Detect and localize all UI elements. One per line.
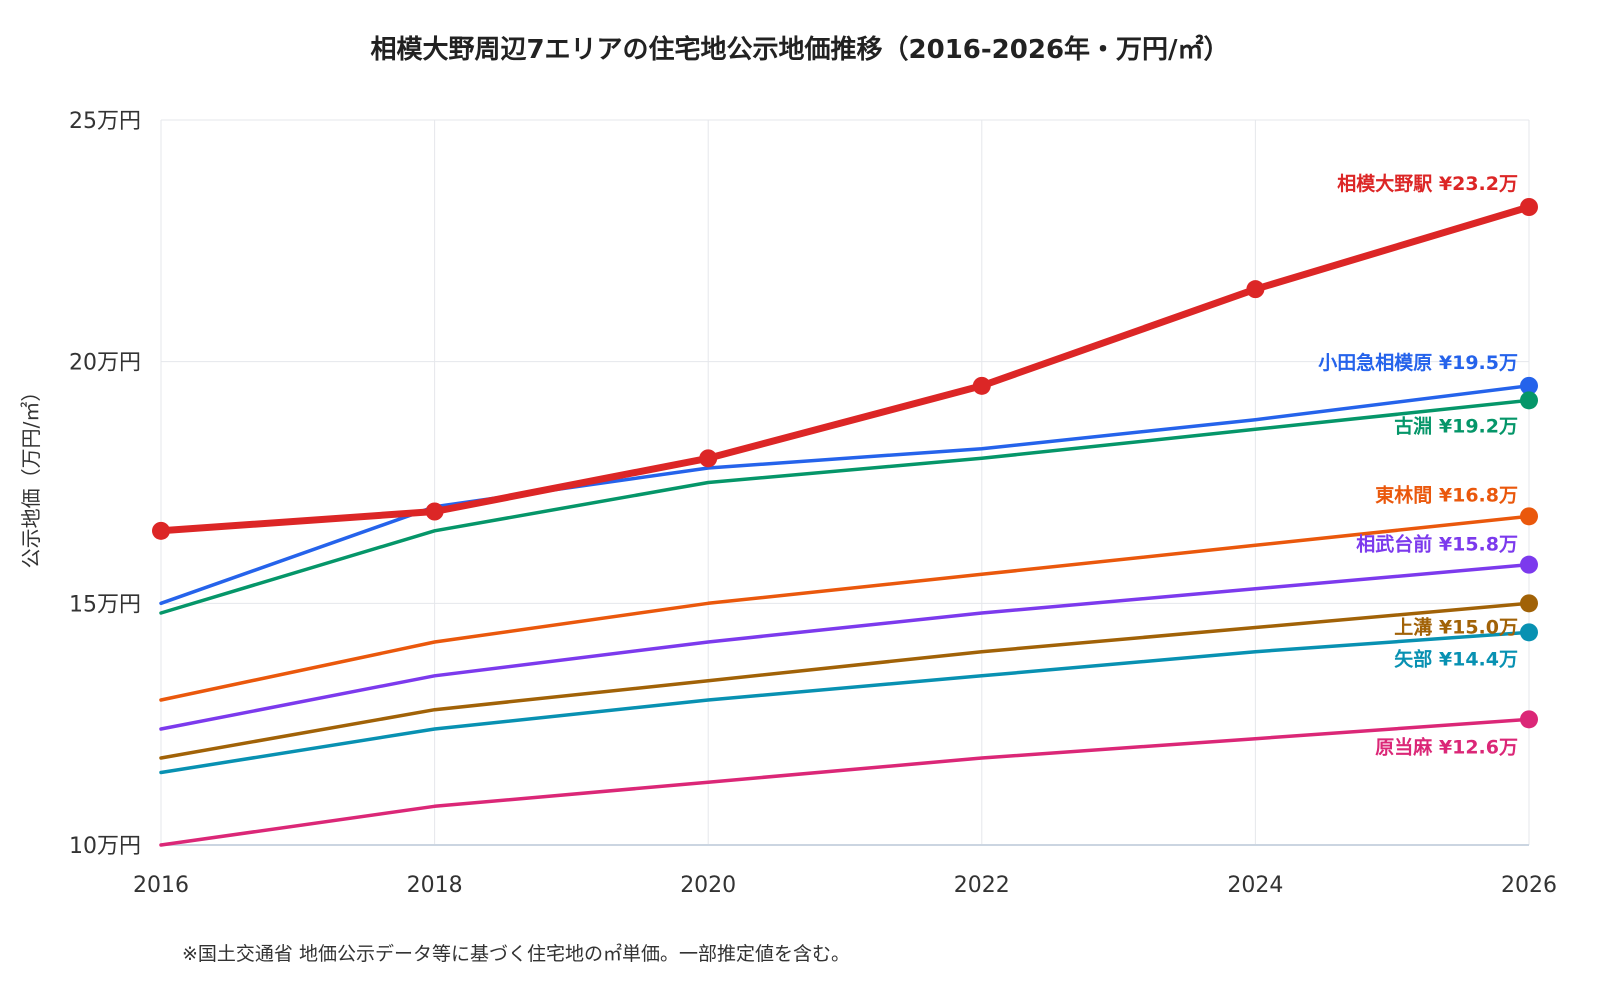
chart-note: ※国土交通省 地価公示データ等に基づく住宅地の㎡単価。一部推定値を含む。	[182, 942, 850, 965]
series-line	[159, 717, 1531, 847]
data-point	[699, 449, 718, 468]
data-point	[1246, 280, 1265, 299]
x-tick-label: 2024	[1227, 873, 1283, 898]
data-point	[1520, 507, 1538, 526]
series-line	[159, 514, 1531, 702]
series-line	[157, 203, 1533, 535]
data-point	[972, 376, 991, 395]
y-tick-label: 25万円	[69, 109, 141, 134]
series-end-label: 古淵 ¥19.2万	[1394, 414, 1518, 437]
y-tick-label: 20万円	[69, 351, 141, 376]
x-tick-label: 2016	[133, 873, 189, 898]
series-end-label: 矢部 ¥14.4万	[1394, 647, 1518, 670]
series-end-label: 東林間 ¥16.8万	[1375, 483, 1518, 506]
series-end-label: 小田急相模原 ¥19.5万	[1318, 351, 1518, 374]
series-lines	[157, 203, 1533, 847]
data-point	[1520, 391, 1538, 410]
series-line	[159, 384, 1531, 606]
y-tick-label: 15万円	[69, 592, 141, 617]
axes: 2016 2018 2020 2022 2024 2026 10万円 15万円 20万円 25万円	[69, 109, 1557, 898]
series-end-label: 上溝 ¥15.0万	[1394, 615, 1518, 638]
series-end-label: 原当麻 ¥12.6万	[1375, 735, 1518, 758]
y-axis-label: 公示地価（万円/㎡）	[19, 382, 43, 569]
x-tick-label: 2026	[1501, 873, 1557, 898]
series-end-label: 相武台前 ¥15.8万	[1356, 533, 1518, 556]
chart-title: 相模大野周辺7エリアの住宅地公示地価推移（2016-2026年・万円/㎡）	[370, 34, 1229, 65]
series-end-label: 相模大野駅 ¥23.2万	[1337, 172, 1518, 195]
series-line	[159, 562, 1531, 731]
data-point	[425, 502, 444, 521]
data-point	[1520, 710, 1538, 729]
series-line	[159, 398, 1531, 615]
y-tick-label: 10万円	[69, 834, 141, 859]
series-points	[152, 198, 1538, 729]
x-tick-label: 2020	[680, 873, 736, 898]
data-point	[152, 521, 170, 540]
x-tick-label: 2022	[954, 873, 1010, 898]
series-line	[159, 630, 1531, 775]
data-point	[1520, 555, 1538, 574]
series-line	[159, 601, 1531, 760]
x-tick-label: 2018	[407, 873, 463, 898]
data-point	[1520, 594, 1538, 613]
data-point	[1520, 198, 1538, 216]
data-point	[1520, 623, 1538, 642]
data-point	[1520, 376, 1538, 395]
grid	[160, 119, 1530, 845]
